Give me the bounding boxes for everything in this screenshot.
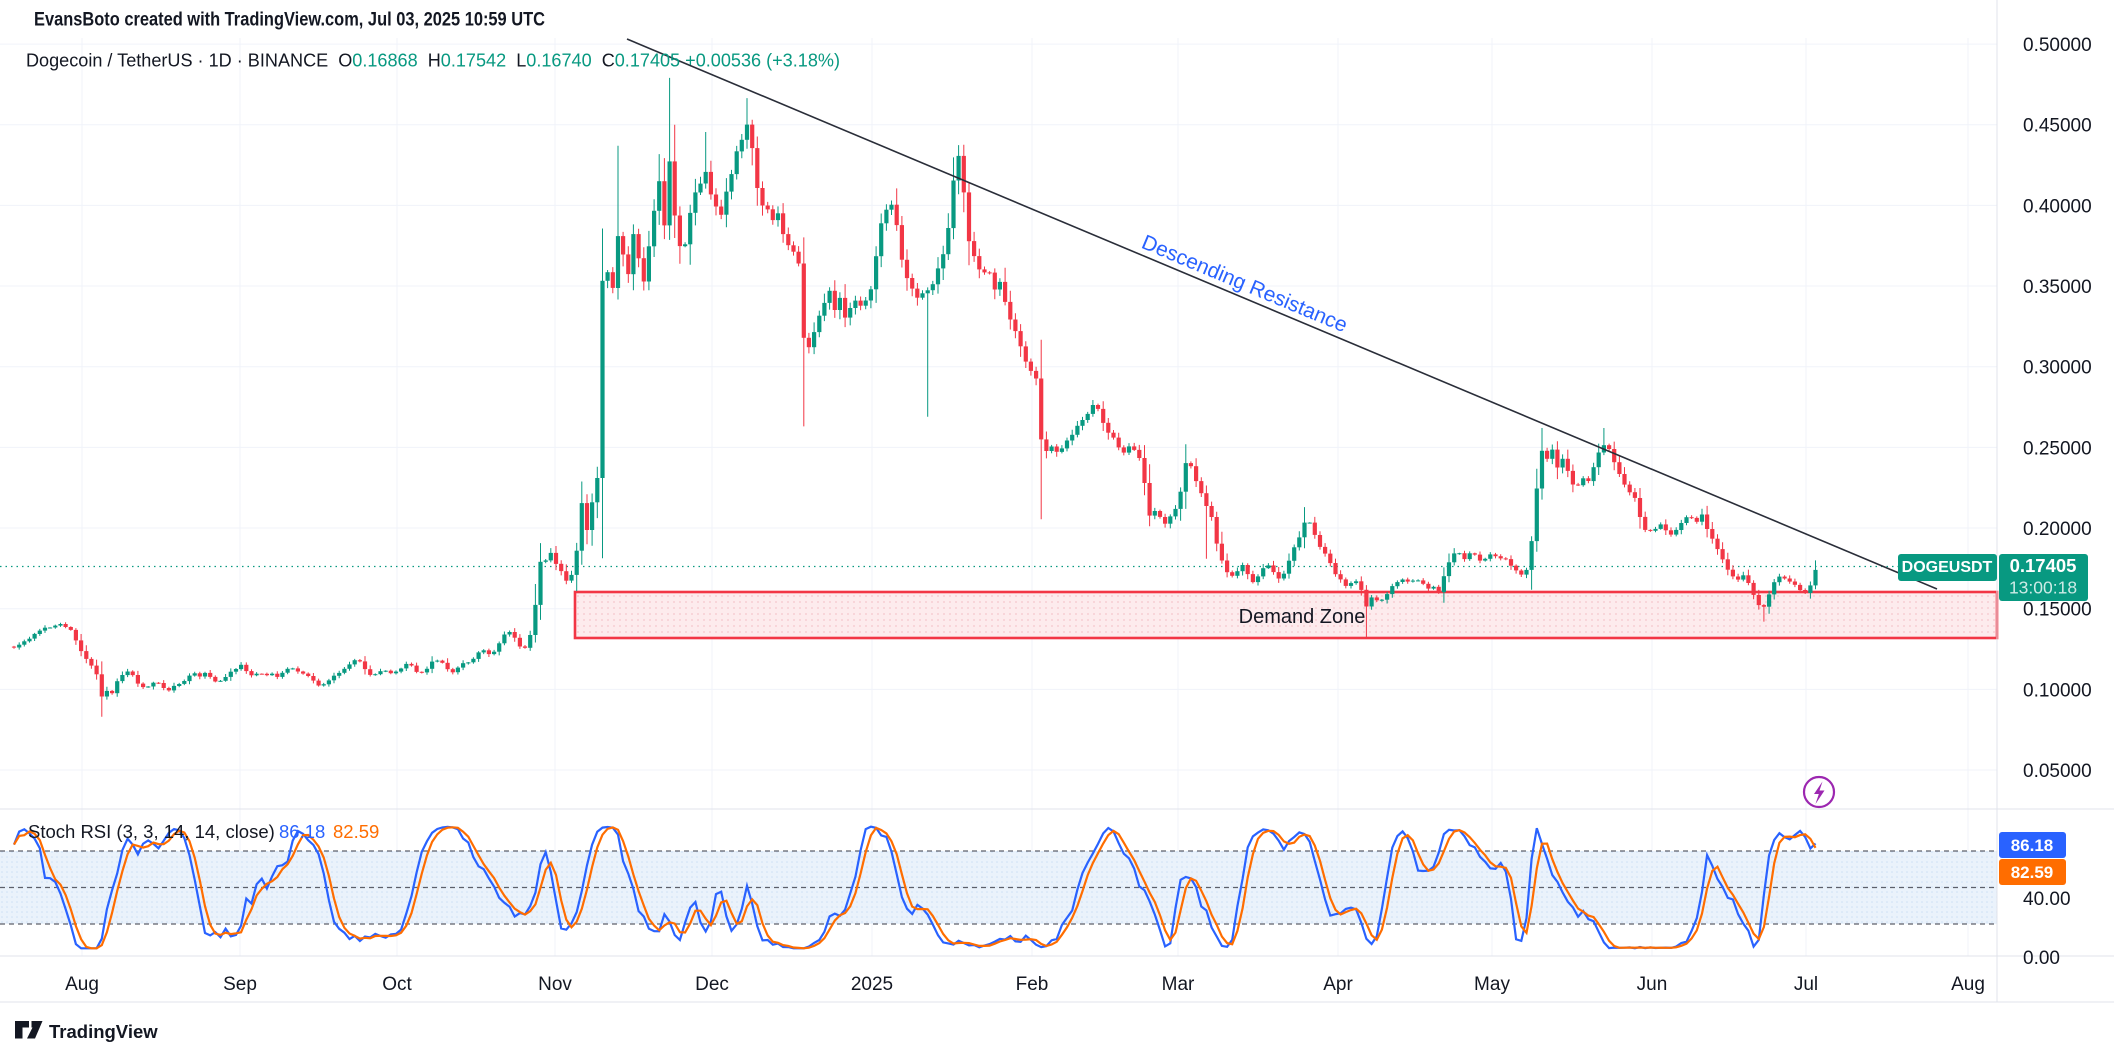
svg-text:Mar: Mar [1162, 974, 1195, 995]
svg-text:0.00: 0.00 [2023, 948, 2060, 969]
svg-text:0.10000: 0.10000 [2023, 680, 2092, 701]
svg-text:EvansBoto created with Trading: EvansBoto created with TradingView.com, … [34, 10, 545, 31]
svg-text:Stoch RSI (3, 3, 14, 14, close: Stoch RSI (3, 3, 14, 14, close) [28, 821, 275, 842]
svg-text:Nov: Nov [538, 974, 572, 995]
svg-text:0.05000: 0.05000 [2023, 761, 2092, 782]
svg-text:Jun: Jun [1637, 974, 1668, 995]
svg-text:0.30000: 0.30000 [2023, 358, 2092, 379]
svg-text:Oct: Oct [382, 974, 412, 995]
svg-text:Dogecoin / TetherUS · 1D · BIN: Dogecoin / TetherUS · 1D · BINANCE O0.16… [26, 50, 840, 71]
svg-text:86.18: 86.18 [2011, 836, 2054, 855]
svg-text:13:00:18: 13:00:18 [2009, 578, 2077, 598]
svg-text:Sep: Sep [223, 974, 257, 995]
svg-text:2025: 2025 [851, 974, 893, 995]
svg-text:0.35000: 0.35000 [2023, 277, 2092, 298]
svg-text:0.25000: 0.25000 [2023, 438, 2092, 459]
svg-text:82.59: 82.59 [2011, 863, 2054, 882]
svg-text:May: May [1474, 974, 1510, 995]
svg-text:0.40000: 0.40000 [2023, 196, 2092, 217]
svg-text:40.00: 40.00 [2023, 889, 2071, 910]
svg-text:Demand Zone: Demand Zone [1239, 606, 1366, 628]
svg-text:Apr: Apr [1323, 974, 1353, 995]
svg-text:Aug: Aug [65, 974, 99, 995]
svg-text:0.17405: 0.17405 [2010, 555, 2077, 576]
svg-text:Feb: Feb [1016, 974, 1049, 995]
svg-text:82.59: 82.59 [333, 821, 379, 842]
svg-text:Aug: Aug [1951, 974, 1985, 995]
svg-text:TradingView: TradingView [49, 1021, 158, 1042]
svg-text:0.45000: 0.45000 [2023, 116, 2092, 137]
svg-text:Dec: Dec [695, 974, 729, 995]
svg-text:0.50000: 0.50000 [2023, 35, 2092, 56]
svg-text:Jul: Jul [1794, 974, 1818, 995]
svg-text:0.15000: 0.15000 [2023, 600, 2092, 621]
svg-text:86.18: 86.18 [279, 821, 325, 842]
svg-text:0.20000: 0.20000 [2023, 519, 2092, 540]
svg-text:DOGEUSDT: DOGEUSDT [1902, 559, 1993, 576]
